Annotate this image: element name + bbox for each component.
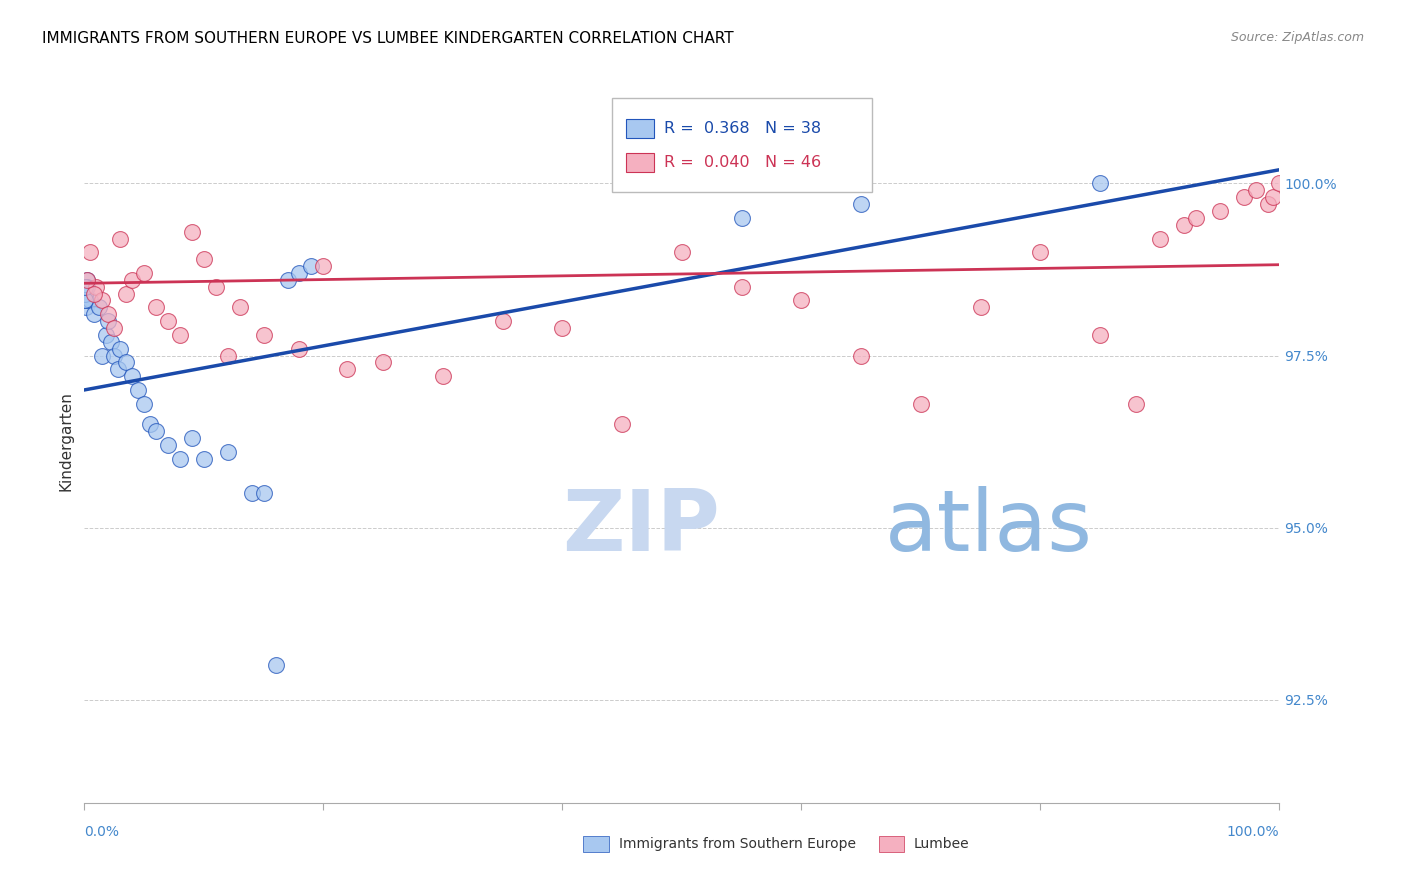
Point: [83, 307, 105, 321]
Text: Immigrants from Southern Europe: Immigrants from Southern Europe: [619, 837, 856, 851]
Point: [1263, 190, 1285, 204]
Point: [115, 355, 138, 369]
Point: [145, 424, 167, 438]
Point: [75, 293, 97, 308]
Point: [205, 279, 228, 293]
Point: [110, 342, 132, 356]
Point: [157, 438, 180, 452]
Point: [127, 383, 149, 397]
Point: [100, 334, 122, 349]
Point: [103, 321, 125, 335]
Point: [217, 445, 239, 459]
Text: Source: ZipAtlas.com: Source: ZipAtlas.com: [1230, 31, 1364, 45]
Point: [851, 197, 873, 211]
Point: [75, 279, 97, 293]
Point: [193, 451, 215, 466]
Point: [373, 355, 395, 369]
Point: [336, 362, 359, 376]
Point: [1090, 177, 1112, 191]
Point: [312, 259, 335, 273]
Point: [288, 266, 311, 280]
Point: [1185, 211, 1208, 225]
Point: [76, 273, 98, 287]
Point: [229, 301, 252, 315]
Point: [1209, 204, 1232, 219]
Point: [1149, 231, 1171, 245]
Point: [671, 245, 693, 260]
Point: [1244, 183, 1267, 197]
Point: [277, 273, 299, 287]
Point: [110, 231, 132, 245]
Point: [1173, 218, 1195, 232]
Point: [75, 279, 97, 293]
Point: [264, 658, 287, 673]
Point: [75, 286, 97, 301]
Text: R =  0.040   N = 46: R = 0.040 N = 46: [664, 155, 821, 169]
Point: [288, 342, 311, 356]
Point: [1125, 397, 1147, 411]
Point: [87, 301, 110, 315]
Point: [240, 486, 263, 500]
Point: [132, 397, 156, 411]
Text: R =  0.368   N = 38: R = 0.368 N = 38: [664, 121, 821, 136]
Text: ZIP: ZIP: [562, 486, 720, 569]
Point: [970, 301, 993, 315]
Point: [731, 211, 754, 225]
Point: [731, 279, 754, 293]
Point: [169, 327, 191, 342]
Point: [115, 286, 138, 301]
Point: [253, 486, 276, 500]
Y-axis label: Kindergarten: Kindergarten: [58, 392, 73, 491]
Point: [181, 225, 204, 239]
Point: [432, 369, 454, 384]
Point: [107, 362, 129, 376]
Point: [1090, 327, 1112, 342]
Point: [79, 293, 101, 308]
Point: [76, 273, 98, 287]
Point: [91, 293, 114, 308]
Point: [551, 321, 574, 335]
Point: [1233, 190, 1256, 204]
Point: [612, 417, 634, 432]
Point: [851, 349, 873, 363]
Point: [75, 301, 97, 315]
Point: [253, 327, 276, 342]
Point: [301, 259, 323, 273]
Text: atlas: atlas: [886, 486, 1092, 569]
Point: [91, 349, 114, 363]
Point: [139, 417, 162, 432]
Point: [181, 431, 204, 445]
Point: [1268, 177, 1291, 191]
Point: [492, 314, 515, 328]
Text: IMMIGRANTS FROM SOUTHERN EUROPE VS LUMBEE KINDERGARTEN CORRELATION CHART: IMMIGRANTS FROM SOUTHERN EUROPE VS LUMBE…: [42, 31, 734, 46]
Text: Lumbee: Lumbee: [914, 837, 970, 851]
Point: [193, 252, 215, 267]
Point: [79, 245, 101, 260]
Point: [76, 279, 98, 293]
Point: [86, 279, 108, 293]
Point: [790, 293, 813, 308]
Point: [217, 349, 239, 363]
Text: 100.0%: 100.0%: [1227, 825, 1279, 839]
Point: [103, 349, 125, 363]
Point: [132, 266, 156, 280]
Point: [97, 314, 120, 328]
Point: [97, 307, 120, 321]
Point: [83, 286, 105, 301]
Point: [145, 301, 167, 315]
Point: [1257, 197, 1279, 211]
Point: [910, 397, 932, 411]
Point: [157, 314, 180, 328]
Point: [121, 273, 143, 287]
Point: [75, 293, 97, 308]
Point: [169, 451, 191, 466]
Point: [121, 369, 143, 384]
Text: 0.0%: 0.0%: [84, 825, 120, 839]
Point: [1029, 245, 1052, 260]
Point: [94, 327, 117, 342]
